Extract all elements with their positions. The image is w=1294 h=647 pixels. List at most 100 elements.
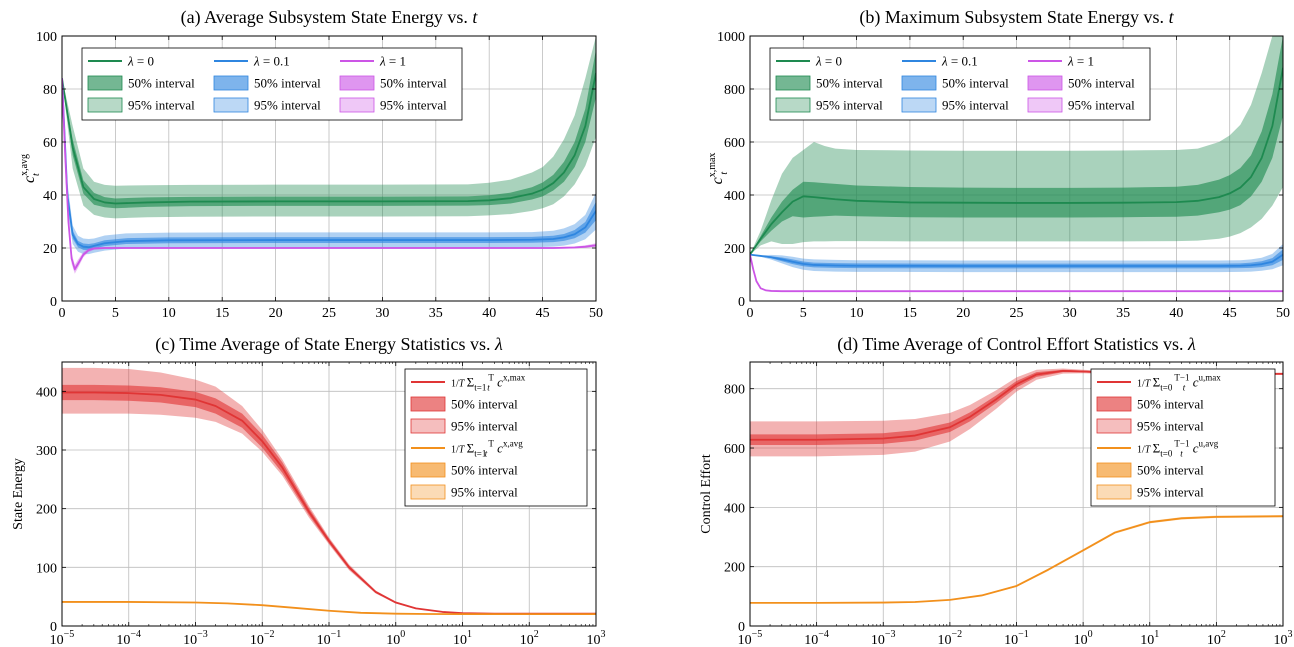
- y-tick-label: 400: [36, 385, 57, 400]
- y-tick-label: 20: [43, 242, 57, 257]
- legend-band-swatch: [87, 97, 123, 113]
- legend-item: 50% interval: [213, 75, 321, 91]
- legend-label: λ = 0: [815, 54, 842, 69]
- y-tick-label: 400: [724, 189, 745, 204]
- y-tick-label: 800: [724, 83, 745, 98]
- y-tick-label: 200: [36, 503, 57, 518]
- x-tick-label: 20: [269, 306, 283, 321]
- legend-label: 1/T Σt=1 T cx,max t: [451, 373, 526, 393]
- x-tick-label: 45: [1223, 306, 1237, 321]
- legend-label: 95% interval: [380, 98, 447, 113]
- series-1-iqr-band: [750, 249, 1283, 269]
- y-tick-label: 0: [738, 620, 745, 635]
- legend-label: 50% interval: [128, 76, 195, 91]
- legend-item: 50% interval: [1096, 397, 1204, 412]
- legend-box: [1090, 368, 1276, 507]
- legend-item: 1/T Σt=1 T cx,max t: [411, 373, 526, 393]
- y-tick-label: 300: [36, 444, 57, 459]
- legend-label: λ = 1: [379, 54, 406, 69]
- legend-band-swatch: [775, 97, 811, 113]
- legend-item: λ = 0.1: [214, 54, 290, 69]
- legend-label: λ = 0.1: [941, 54, 978, 69]
- series-0-iqr-band: [62, 49, 596, 209]
- x-tick-label: 35: [1116, 306, 1130, 321]
- x-tick-label: 10: [850, 306, 864, 321]
- legend-label: 1/T Σt=0 T−1 cu,avg t: [1137, 439, 1219, 459]
- x-tick-label: 103: [1274, 629, 1293, 647]
- y-axis-label: Control Effort: [699, 454, 714, 534]
- chart-panel-1: 0 5 10 15 20 25 30 35 40 45 50 0 200 400 600 800 1000 (b)…: [707, 7, 1290, 321]
- x-tick-label: 45: [536, 306, 550, 321]
- legend-item: λ = 0.1: [902, 54, 978, 69]
- chart-panel-2: 10−5 10−4 10−3 10−2 10−1 100 101 102 103 0 100 200 3…: [11, 334, 606, 647]
- legend-item: λ = 1: [340, 54, 406, 69]
- legend-item: 1/T Σt=0 T−1 cu,avg t: [1097, 439, 1219, 459]
- legend-item: 95% interval: [901, 98, 1009, 113]
- legend-label: 50% interval: [451, 463, 518, 478]
- y-tick-label: 60: [43, 136, 57, 151]
- legend-label: 50% interval: [254, 76, 321, 91]
- y-tick-label: 100: [36, 30, 57, 45]
- legend-band-swatch: [1027, 75, 1063, 91]
- series-1-median-line: [750, 515, 1283, 604]
- legend-item: 1/T Σt=0 T−1 cu,max t: [1097, 373, 1221, 393]
- legend-label: λ = 0: [127, 54, 154, 69]
- x-tick-label: 50: [589, 306, 603, 321]
- x-tick-label: 40: [1169, 306, 1183, 321]
- legend-label: 50% interval: [816, 76, 883, 91]
- legend-item: 95% interval: [339, 97, 447, 113]
- legend-label: 95% interval: [254, 98, 321, 113]
- legend-band-swatch: [213, 75, 249, 91]
- series-0-iqr-band: [750, 36, 1283, 255]
- legend-band-swatch: [1096, 484, 1132, 500]
- x-tick-label: 20: [956, 306, 970, 321]
- x-tick-label: 25: [1010, 306, 1024, 321]
- y-axis-label: cx,maxt: [707, 153, 730, 185]
- y-tick-label: 80: [43, 83, 57, 98]
- x-tick-label: 10−4: [804, 629, 829, 647]
- legend-band-swatch: [410, 396, 446, 412]
- legend-band-swatch: [339, 75, 375, 91]
- legend-band-swatch: [1096, 418, 1132, 434]
- legend-band-swatch: [775, 75, 811, 91]
- x-tick-label: 5: [800, 306, 807, 321]
- legend-band-swatch: [339, 97, 375, 113]
- x-tick-label: 15: [903, 306, 917, 321]
- y-tick-label: 0: [50, 295, 57, 310]
- y-tick-label: 0: [738, 295, 745, 310]
- y-tick-label: 200: [724, 561, 745, 576]
- x-tick-label: 103: [587, 629, 606, 647]
- series-2-median-line: [750, 254, 1283, 293]
- x-tick-label: 35: [429, 306, 443, 321]
- legend-item: 95% interval: [775, 97, 883, 113]
- series-1-median-line: [750, 253, 1283, 267]
- legend-item: λ = 0: [776, 54, 842, 69]
- legend-item: 95% interval: [213, 98, 321, 113]
- legend-box: [769, 47, 1151, 121]
- legend-label: λ = 1: [1067, 54, 1094, 69]
- x-tick-label: 0: [59, 306, 66, 321]
- legend-box: [81, 47, 463, 121]
- plot-area: [750, 36, 1283, 293]
- y-axis-label: cx,avgt: [19, 154, 42, 183]
- legend-label: 50% interval: [451, 397, 518, 412]
- legend-label: 95% interval: [1068, 98, 1135, 113]
- legend-item: 1/T Σt=1 T cx,avg t: [411, 439, 523, 459]
- legend-label: λ = 0.1: [253, 54, 290, 69]
- legend-band-swatch: [1096, 462, 1132, 478]
- legend-label: 50% interval: [1137, 397, 1204, 412]
- legend-item: 50% interval: [410, 396, 518, 412]
- legend-label: 95% interval: [816, 98, 883, 113]
- legend-item: 95% interval: [1027, 98, 1135, 113]
- legend: 1/T Σt=0 T−1 cu,max t 50% interval 95% inte…: [1090, 368, 1276, 507]
- legend-item: 50% interval: [410, 463, 518, 478]
- x-tick-label: 30: [1063, 306, 1077, 321]
- series-1-median-line: [62, 78, 596, 249]
- legend-label: 95% interval: [1137, 485, 1204, 500]
- x-tick-label: 10−5: [738, 629, 763, 647]
- legend-item: 95% interval: [87, 97, 195, 113]
- legend-item: 50% interval: [1096, 462, 1204, 478]
- x-tick-label: 102: [1207, 629, 1226, 647]
- x-tick-label: 101: [453, 629, 472, 647]
